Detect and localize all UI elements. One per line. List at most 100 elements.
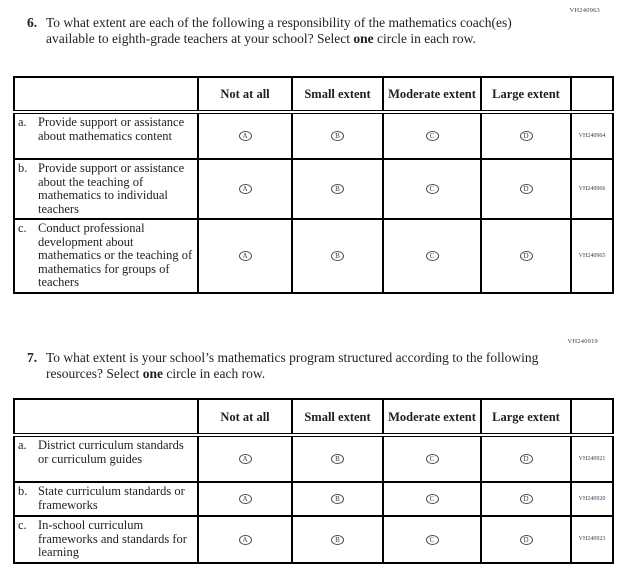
- row-letter: c.: [18, 518, 27, 532]
- q6-header-moderate-extent: Moderate extent: [382, 76, 482, 114]
- q6-header-small-extent: Small extent: [291, 76, 384, 114]
- row-admin-code: VH240966: [570, 158, 614, 220]
- q7-row-a-label-cell: a. District curriculum standards or curri…: [13, 434, 199, 483]
- answer-bubble-b[interactable]: B: [331, 251, 344, 262]
- row-letter: b.: [18, 161, 28, 175]
- table-row: c. In-school curriculum frameworks and st…: [13, 515, 614, 564]
- question-7-response-grid: Not at all Small extent Moderate extent …: [13, 398, 614, 564]
- answer-bubble-d[interactable]: D: [519, 251, 533, 262]
- q6-row-c-option-moderate-extent: C: [382, 218, 482, 294]
- q7-row-b-option-moderate-extent: C: [382, 481, 482, 517]
- answer-bubble-d[interactable]: D: [519, 454, 533, 465]
- row-label: Conduct professional development about m…: [38, 221, 193, 289]
- q7-header-code-empty: [570, 398, 614, 437]
- answer-bubble-a[interactable]: A: [238, 534, 252, 545]
- q6-row-c-option-large-extent: D: [480, 218, 572, 294]
- question-7-text-part2: circle in each row.: [162, 365, 266, 381]
- row-letter: c.: [18, 221, 27, 235]
- row-admin-code: VH240920: [570, 481, 614, 517]
- table-row: b. State curriculum standards or framewor…: [13, 481, 614, 517]
- q6-row-c-option-small-extent: B: [291, 218, 384, 294]
- answer-bubble-c[interactable]: C: [425, 251, 439, 262]
- row-admin-code: VH240965: [570, 218, 614, 294]
- q6-header-row: Not at all Small extent Moderate extent …: [13, 76, 614, 114]
- q7-header-empty: [13, 398, 199, 437]
- answer-bubble-a[interactable]: A: [238, 184, 252, 195]
- q6-row-b-option-large-extent: D: [480, 158, 572, 220]
- q7-row-c-option-small-extent: B: [291, 515, 384, 564]
- table-row: a. District curriculum standards or curri…: [13, 434, 614, 483]
- answer-bubble-d[interactable]: D: [519, 184, 533, 195]
- question-6-text-part1: To what extent are each of the following…: [46, 15, 512, 46]
- q6-row-a-option-not-at-all: A: [197, 111, 293, 160]
- table-row: a. Provide support or assistance about ma…: [13, 111, 614, 160]
- answer-bubble-d[interactable]: D: [519, 131, 533, 142]
- answer-bubble-c[interactable]: C: [425, 534, 439, 545]
- q7-row-c-label-cell: c. In-school curriculum frameworks and st…: [13, 515, 199, 564]
- row-letter: a.: [18, 115, 27, 129]
- q7-row-b-option-large-extent: D: [480, 481, 572, 517]
- q7-header-small-extent: Small extent: [291, 398, 384, 437]
- question-6-number: 6.: [27, 15, 38, 30]
- question-6-response-grid: Not at all Small extent Moderate extent …: [13, 76, 614, 294]
- q6-row-c-option-not-at-all: A: [197, 218, 293, 294]
- answer-bubble-b[interactable]: B: [331, 454, 344, 465]
- answer-bubble-a[interactable]: A: [238, 251, 252, 262]
- answer-bubble-b[interactable]: B: [331, 184, 344, 195]
- q7-row-a-option-large-extent: D: [480, 434, 572, 483]
- row-admin-code: VH240964: [570, 111, 614, 160]
- question-6-text: To what extent are each of the following…: [46, 15, 554, 46]
- answer-bubble-c[interactable]: C: [425, 131, 439, 142]
- answer-bubble-b[interactable]: B: [331, 131, 344, 142]
- answer-bubble-d[interactable]: D: [519, 534, 533, 545]
- q6-row-c-label-cell: c. Conduct professional development about…: [13, 218, 199, 294]
- q6-row-a-option-large-extent: D: [480, 111, 572, 160]
- q6-header-empty: [13, 76, 199, 114]
- row-label: State curriculum standards or frameworks: [38, 484, 185, 512]
- answer-bubble-c[interactable]: C: [425, 454, 439, 465]
- question-7-bold-word: one: [142, 365, 163, 381]
- row-label: District curriculum standards or curricu…: [38, 438, 184, 466]
- table-row: c. Conduct professional development about…: [13, 218, 614, 294]
- q7-header-not-at-all: Not at all: [197, 398, 293, 437]
- answer-bubble-c[interactable]: C: [425, 494, 439, 505]
- answer-bubble-b[interactable]: B: [331, 534, 344, 545]
- question-6-bold-word: one: [353, 30, 374, 46]
- row-label: Provide support or assistance about math…: [38, 115, 185, 143]
- question-7-text-part1: To what extent is your school’s mathemat…: [46, 350, 539, 381]
- question-7-number: 7.: [27, 350, 38, 365]
- question-7-text: To what extent is your school’s mathemat…: [46, 350, 554, 381]
- q7-row-c-option-not-at-all: A: [197, 515, 293, 564]
- answer-bubble-a[interactable]: A: [238, 131, 252, 142]
- q6-row-b-option-not-at-all: A: [197, 158, 293, 220]
- q7-row-b-label-cell: b. State curriculum standards or framewor…: [13, 481, 199, 517]
- q7-row-c-option-large-extent: D: [480, 515, 572, 564]
- row-letter: b.: [18, 484, 28, 498]
- answer-bubble-a[interactable]: A: [238, 454, 252, 465]
- row-admin-code: VH240921: [570, 434, 614, 483]
- answer-bubble-a[interactable]: A: [238, 494, 252, 505]
- row-label: Provide support or assistance about the …: [38, 161, 185, 216]
- table-row: b. Provide support or assistance about th…: [13, 158, 614, 220]
- answer-bubble-d[interactable]: D: [519, 494, 533, 505]
- question-7-admin-code: VH240919: [567, 338, 598, 345]
- q6-row-b-option-moderate-extent: C: [382, 158, 482, 220]
- row-letter: a.: [18, 438, 27, 452]
- answer-bubble-b[interactable]: B: [331, 494, 344, 505]
- q6-row-a-option-small-extent: B: [291, 111, 384, 160]
- q6-row-a-label-cell: a. Provide support or assistance about ma…: [13, 111, 199, 160]
- q7-row-b-option-small-extent: B: [291, 481, 384, 517]
- q6-row-a-option-moderate-extent: C: [382, 111, 482, 160]
- question-6-admin-code: VH240963: [569, 7, 600, 14]
- q7-header-large-extent: Large extent: [480, 398, 572, 437]
- q7-row-b-option-not-at-all: A: [197, 481, 293, 517]
- question-6-text-part2: circle in each row.: [373, 30, 476, 46]
- q6-header-not-at-all: Not at all: [197, 76, 293, 114]
- q7-header-moderate-extent: Moderate extent: [382, 398, 482, 437]
- row-admin-code: VH240923: [570, 515, 614, 564]
- q6-header-code-empty: [570, 76, 614, 114]
- q7-row-a-option-not-at-all: A: [197, 434, 293, 483]
- q7-row-a-option-small-extent: B: [291, 434, 384, 483]
- answer-bubble-c[interactable]: C: [425, 184, 439, 195]
- q6-header-large-extent: Large extent: [480, 76, 572, 114]
